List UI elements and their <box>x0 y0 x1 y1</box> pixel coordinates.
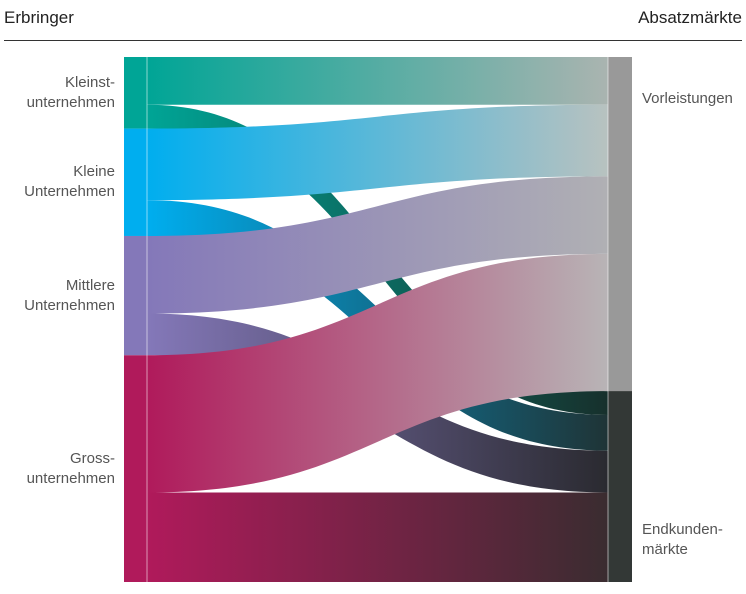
flow-kleine-to-vorleistungen <box>147 104 608 201</box>
source-label-mittlere: Mittlere Unternehmen <box>24 276 115 316</box>
source-label-gross-line: Gross- <box>70 449 115 467</box>
source-label-kleine-line: Kleine <box>73 163 115 181</box>
nodes <box>124 57 632 582</box>
source-node-gross <box>124 355 147 582</box>
flow-kleinst-to-vorleistungen <box>147 57 608 105</box>
target-label-endkunden-line: Endkunden- <box>642 521 723 538</box>
source-node-kleinst <box>124 57 147 129</box>
source-label-kleine: Kleine Unternehmen <box>24 162 115 202</box>
flow-gross-to-endkunden <box>147 492 608 582</box>
target-label-vorleistungen-line: Vorleistungen <box>642 90 733 107</box>
source-label-kleinst-line: Kleinst- <box>64 73 115 91</box>
source-label-kleinst: Kleinst-unternehmen <box>27 73 115 113</box>
flow-links <box>147 57 608 582</box>
flow-gross-to-vorleistungen <box>147 253 608 493</box>
flow-mittlere-to-vorleistungen <box>147 176 608 314</box>
source-label-kleine-line: Unternehmen <box>24 183 115 201</box>
source-label-kleinst-line: unternehmen <box>26 93 115 111</box>
target-node-vorleistungen <box>608 57 632 392</box>
target-label-vorleistungen: Vorleistungen <box>642 89 733 109</box>
source-label-gross: Gross-unternehmen <box>27 449 115 489</box>
source-node-kleine <box>124 128 147 236</box>
source-column-header: Erbringer <box>4 8 74 27</box>
source-label-gross-line: unternehmen <box>26 469 115 487</box>
target-label-endkunden-line: märkte <box>642 541 688 558</box>
source-node-mittlere <box>124 235 147 356</box>
target-label-endkunden: Endkunden-märkte <box>642 520 723 560</box>
source-label-mittlere-line: Unternehmen <box>24 296 115 314</box>
source-label-mittlere-line: Mittlere <box>65 276 115 294</box>
target-column-header: Absatzmärkte <box>638 8 742 27</box>
header-divider <box>4 40 742 41</box>
target-node-endkunden <box>608 391 632 582</box>
